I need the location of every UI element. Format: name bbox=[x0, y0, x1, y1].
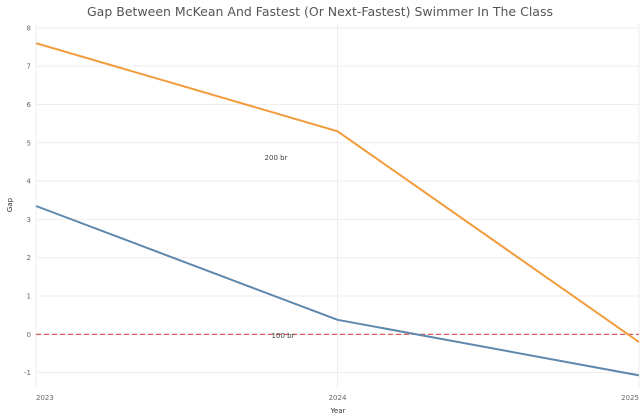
chart-title: Gap Between McKean And Fastest (Or Next-… bbox=[87, 4, 553, 19]
y-tick-label: 3 bbox=[27, 216, 31, 224]
y-tick-labels: -1 0 1 2 3 4 5 6 7 8 bbox=[24, 24, 32, 377]
grid bbox=[35, 24, 640, 388]
y-tick-label: 1 bbox=[27, 293, 31, 301]
y-tick-label: 0 bbox=[27, 331, 31, 339]
series-labels: 200 br 100 br bbox=[265, 154, 295, 340]
x-tick-label: 2025 bbox=[621, 394, 639, 402]
series-label: 100 br bbox=[272, 332, 295, 340]
y-tick-label: 7 bbox=[27, 63, 31, 71]
y-tick-label: 5 bbox=[27, 139, 31, 147]
series-line-200-br bbox=[35, 42, 640, 343]
y-tick-label: 2 bbox=[27, 254, 31, 262]
y-tick-label: 4 bbox=[27, 178, 32, 186]
x-tick-label: 2024 bbox=[329, 394, 347, 402]
series-label: 200 br bbox=[265, 154, 288, 162]
y-axis-label: Gap bbox=[6, 197, 14, 212]
series-line-100-br bbox=[35, 205, 640, 377]
x-tick-label: 2023 bbox=[36, 394, 54, 402]
y-tick-label: -1 bbox=[24, 369, 31, 377]
y-tick-label: 8 bbox=[27, 24, 31, 32]
x-axis-label: Year bbox=[330, 407, 346, 415]
x-tick-labels: 2023 2024 2025 bbox=[36, 394, 639, 402]
y-tick-label: 6 bbox=[27, 101, 32, 109]
series-layer bbox=[35, 42, 640, 377]
